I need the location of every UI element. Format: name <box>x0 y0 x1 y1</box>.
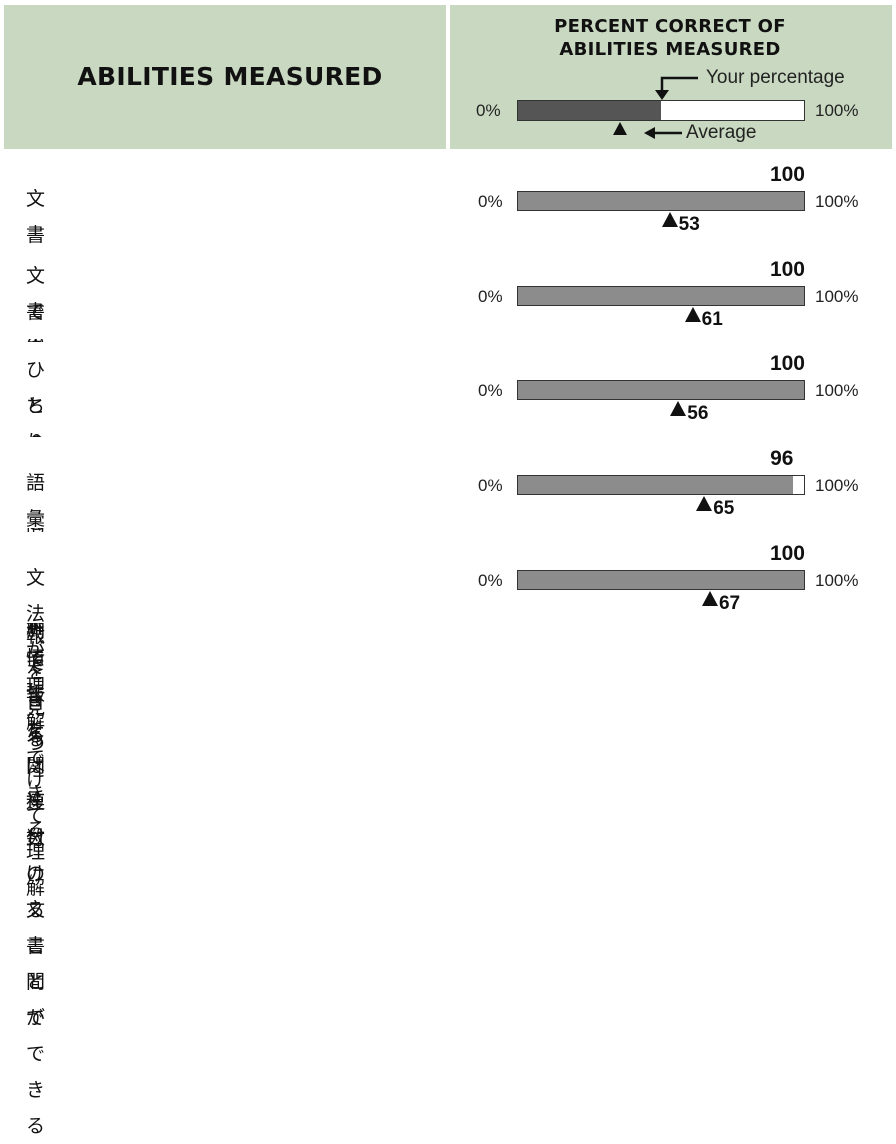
min-label: 0% <box>478 381 503 400</box>
percent-title-line1: PERCENT CORRECT OF <box>554 16 786 37</box>
average-value: 67 <box>718 593 741 614</box>
average-value: 61 <box>701 309 723 330</box>
average-pointer-icon <box>644 127 682 139</box>
score-bar <box>517 380 805 400</box>
average-value: 53 <box>678 214 700 235</box>
average-marker-icon <box>701 591 718 606</box>
abilities-header-cell <box>4 5 446 149</box>
score-bar <box>517 570 805 590</box>
ability-cell <box>4 153 446 244</box>
legend-bar-fill <box>518 101 661 120</box>
average-marker-icon <box>684 307 701 322</box>
score-bar <box>517 475 805 495</box>
ability-cell <box>4 248 446 339</box>
min-label: 0% <box>478 571 503 590</box>
average-marker-icon <box>696 496 713 511</box>
max-label: 100% <box>815 381 859 400</box>
your-score: 100 <box>769 542 805 565</box>
legend-max-label: 100% <box>815 101 859 120</box>
max-label: 100% <box>815 192 859 211</box>
your-percentage-pointer-icon <box>655 76 698 100</box>
ability-cell <box>4 437 446 528</box>
min-label: 0% <box>478 287 503 306</box>
score-bar <box>517 286 805 306</box>
max-label: 100% <box>815 476 859 495</box>
legend-bar <box>517 100 805 121</box>
score-bar-fill <box>518 192 804 210</box>
legend-average-marker-icon <box>613 122 627 135</box>
max-label: 100% <box>815 287 859 306</box>
your-percentage-label: Your percentage <box>706 67 845 88</box>
score-bar <box>517 191 805 211</box>
average-value: 65 <box>713 498 735 519</box>
your-score: 100 <box>769 258 805 281</box>
ability-label: 文法が理解できる <box>26 566 46 841</box>
average-marker-icon <box>670 401 687 416</box>
score-bar-fill <box>518 381 804 399</box>
percent-title-line2: ABILITIES MEASURED <box>559 39 781 60</box>
min-label: 0% <box>478 192 503 211</box>
ability-cell <box>4 342 446 433</box>
max-label: 100% <box>815 571 859 590</box>
legend-min-label: 0% <box>476 101 501 120</box>
your-score: 100 <box>769 352 805 375</box>
average-marker-icon <box>661 212 678 227</box>
average-label: Average <box>686 122 757 143</box>
your-score: 100 <box>769 163 805 186</box>
score-bar-fill <box>518 287 804 305</box>
min-label: 0% <box>478 476 503 495</box>
abilities-title: ABILITIES MEASURED <box>77 62 383 91</box>
score-bar-fill <box>518 571 804 589</box>
your-score: 96 <box>770 447 794 470</box>
average-value: 56 <box>687 403 709 424</box>
ability-cell <box>4 532 446 623</box>
score-bar-fill <box>518 476 793 494</box>
